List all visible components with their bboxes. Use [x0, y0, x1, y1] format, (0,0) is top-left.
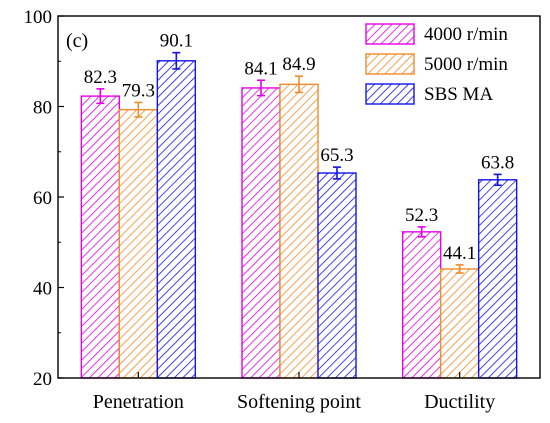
x-tick-label: Softening point — [237, 391, 361, 413]
legend-item: SBS MA — [365, 83, 493, 105]
data-label: 90.1 — [160, 31, 193, 52]
bar-softening-point-2 — [317, 172, 357, 379]
x-tick-label: Penetration — [93, 391, 184, 413]
error-bar — [333, 166, 341, 180]
data-labels-layer: 82.379.3 90.1 84.1 84.9 65.3 52.344.1 63.8 — [84, 31, 515, 264]
error-bar — [417, 226, 426, 238]
data-label: 44.1 — [443, 243, 476, 264]
y-tick-label: 80 — [33, 98, 52, 119]
error-bar — [172, 51, 181, 70]
data-label: 84.1 — [244, 58, 277, 79]
legend-label: 4000 r/min — [424, 24, 508, 45]
bar-penetration-1 — [118, 108, 159, 379]
bar-softening-point-1 — [279, 83, 319, 379]
bar-ductility-1 — [439, 268, 480, 379]
error-bar — [455, 264, 464, 274]
axes-layer: 20 40 60 80 100 Penetration Softening point Duc… — [24, 7, 541, 413]
panel-label: (c) — [66, 30, 88, 52]
legend-item: 5000 r/min — [365, 53, 508, 75]
error-bar — [295, 75, 303, 94]
data-label: 63.8 — [481, 152, 514, 173]
bar-softening-point-0 — [241, 87, 281, 379]
x-tick-label: Ductility — [424, 391, 495, 413]
data-label: 79.3 — [122, 80, 155, 101]
y-tick-label: 60 — [33, 188, 52, 209]
legend: 4000 r/min 5000 r/min SBS MA — [365, 23, 508, 105]
error-bar — [493, 173, 502, 187]
bar-ductility-0 — [401, 231, 442, 379]
y-tick-label: 20 — [33, 369, 52, 390]
data-label: 52.3 — [405, 205, 438, 226]
legend-label: 5000 r/min — [424, 54, 508, 75]
bars-layer — [80, 60, 518, 379]
legend-label: SBS MA — [424, 84, 493, 105]
legend-item: 4000 r/min — [365, 23, 508, 45]
error-bar — [257, 79, 265, 97]
data-label: 84.9 — [282, 54, 315, 75]
error-bar — [134, 101, 143, 118]
error-bars-layer — [96, 51, 502, 274]
bar-ductility-2 — [477, 179, 518, 379]
y-tick-label: 40 — [33, 279, 52, 300]
bar-penetration-0 — [80, 95, 121, 379]
data-label: 82.3 — [84, 67, 117, 88]
data-label: 65.3 — [320, 145, 353, 166]
bar-penetration-2 — [156, 60, 197, 379]
y-tick-label: 100 — [24, 7, 53, 28]
error-bar — [96, 88, 105, 105]
